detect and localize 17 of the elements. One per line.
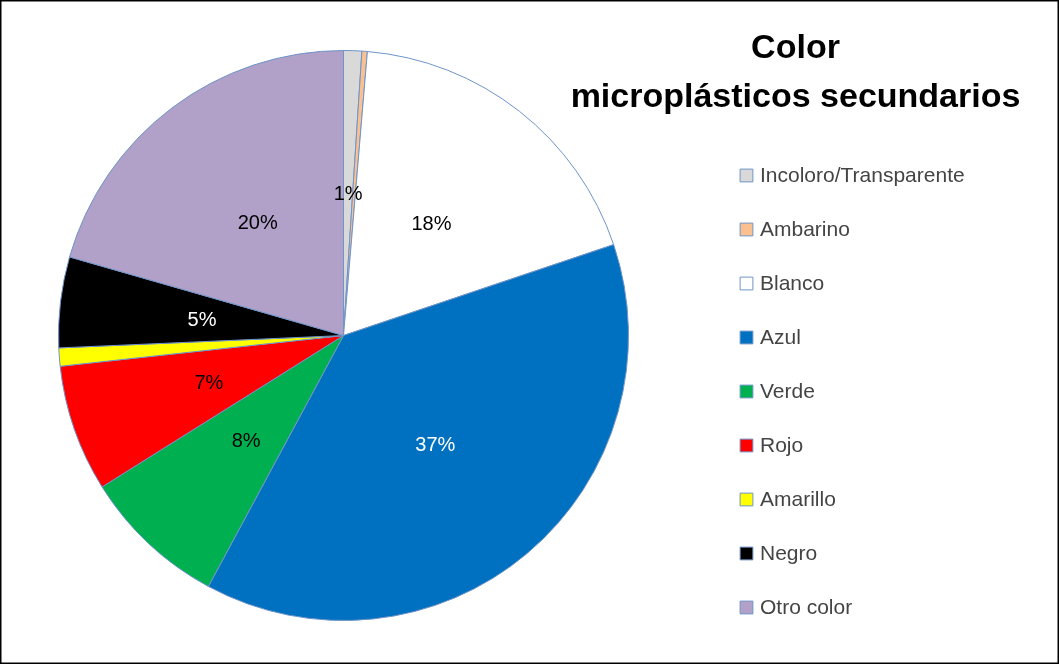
data-label: 20% bbox=[237, 210, 278, 233]
legend-label: Verde bbox=[760, 379, 815, 403]
legend-label: Incoloro/Transparente bbox=[760, 163, 965, 187]
data-label: 18% bbox=[411, 212, 452, 235]
data-label: 37% bbox=[415, 433, 456, 456]
chart-title: Color microplásticos secundarios bbox=[570, 26, 1021, 115]
legend-label: Azul bbox=[760, 325, 801, 349]
legend-label: Negro bbox=[760, 541, 818, 565]
legend-label: Amarillo bbox=[760, 487, 836, 511]
legend-label: Blanco bbox=[760, 271, 825, 295]
legend-label: Otro color bbox=[760, 595, 853, 619]
data-label: 1% bbox=[333, 182, 363, 205]
data-label: 7% bbox=[194, 371, 224, 394]
data-label: 5% bbox=[187, 307, 217, 330]
legend-label: Ambarino bbox=[760, 217, 850, 241]
legend-label: Rojo bbox=[760, 433, 804, 457]
data-label: 8% bbox=[231, 428, 261, 451]
